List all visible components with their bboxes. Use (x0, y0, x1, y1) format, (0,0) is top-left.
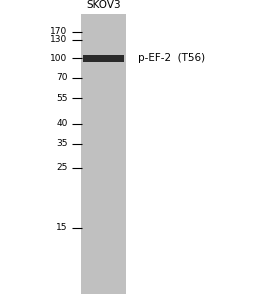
Text: 55: 55 (56, 94, 68, 103)
Text: 100: 100 (51, 54, 68, 63)
Text: p-EF-2  (T56): p-EF-2 (T56) (138, 53, 205, 64)
Bar (83, 55, 124, 62)
Text: 70: 70 (56, 74, 68, 82)
Text: 25: 25 (56, 164, 68, 172)
Text: 35: 35 (56, 140, 68, 148)
Text: 40: 40 (56, 119, 68, 128)
Text: 170: 170 (51, 27, 68, 36)
Bar (81, 14, 126, 294)
Text: 15: 15 (56, 224, 68, 232)
Text: SKOV3: SKOV3 (86, 1, 121, 10)
Text: 130: 130 (51, 35, 68, 44)
